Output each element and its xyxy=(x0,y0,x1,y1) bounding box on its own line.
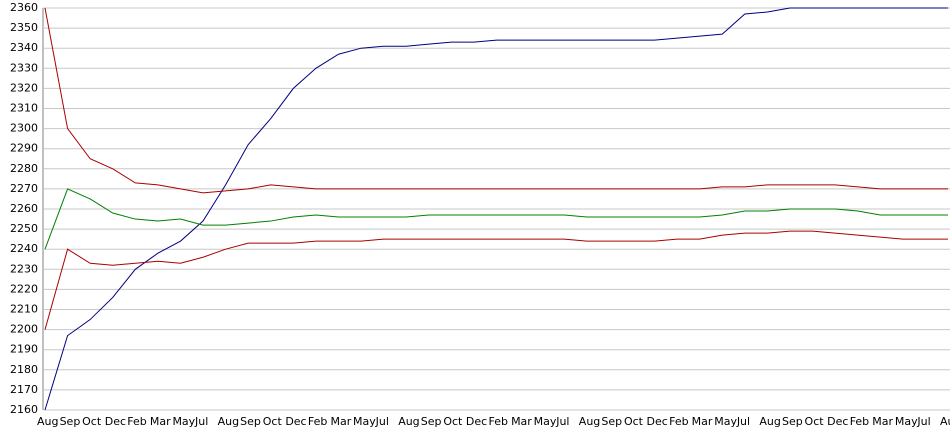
x-tick-label: Aug xyxy=(759,415,780,428)
series-line xyxy=(44,188,948,250)
x-tick-label: Sep xyxy=(601,415,622,428)
y-tick-label: 2300 xyxy=(10,122,38,135)
y-tick-label: 2310 xyxy=(10,102,38,115)
y-tick-label: 2250 xyxy=(10,222,38,235)
y-tick-label: 2280 xyxy=(10,162,38,175)
x-tick-label: Mar xyxy=(692,415,713,428)
x-tick-label: Oct xyxy=(805,415,825,428)
x-tick-label: May xyxy=(714,415,737,428)
x-tick-label: Jul xyxy=(194,415,208,428)
y-tick-label: 2180 xyxy=(10,363,38,376)
y-tick-label: 2350 xyxy=(10,21,38,34)
x-tick-label: Oct xyxy=(624,415,644,428)
x-tick-label: Sep xyxy=(240,415,261,428)
x-tick-label: Feb xyxy=(850,415,869,428)
x-tick-label: Feb xyxy=(308,415,327,428)
y-tick-label: 2220 xyxy=(10,282,38,295)
x-tick-label: Feb xyxy=(669,415,688,428)
x-tick-label: Feb xyxy=(489,415,508,428)
y-tick-label: 2260 xyxy=(10,202,38,215)
y-tick-label: 2360 xyxy=(10,1,38,14)
x-tick-label: Aug xyxy=(37,415,58,428)
y-tick-label: 2200 xyxy=(10,323,38,336)
x-tick-label: Sep xyxy=(782,415,803,428)
x-tick-label: Sep xyxy=(60,415,81,428)
x-tick-label: May xyxy=(895,415,918,428)
x-tick-label: Dec xyxy=(466,415,487,428)
y-tick-label: 2240 xyxy=(10,242,38,255)
y-tick-label: 2330 xyxy=(10,61,38,74)
x-tick-label: Mar xyxy=(872,415,893,428)
x-tick-label: May xyxy=(353,415,376,428)
x-tick-label: May xyxy=(172,415,195,428)
series-line xyxy=(44,7,948,411)
x-tick-label: Jul xyxy=(555,415,569,428)
x-tick-label: May xyxy=(534,415,557,428)
x-tick-label: Aug xyxy=(398,415,419,428)
x-tick-label: Mar xyxy=(511,415,532,428)
x-tick-label: Dec xyxy=(647,415,668,428)
series-line xyxy=(44,7,948,194)
x-tick-label: Jul xyxy=(736,415,750,428)
x-tick-label: Aug xyxy=(579,415,600,428)
y-tick-label: 2210 xyxy=(10,303,38,316)
x-tick-label: Dec xyxy=(285,415,306,428)
x-tick-label: Mar xyxy=(150,415,171,428)
y-tick-label: 2270 xyxy=(10,182,38,195)
series-line xyxy=(44,230,948,330)
x-tick-label: Aug xyxy=(940,415,950,428)
y-tick-label: 2290 xyxy=(10,142,38,155)
x-tick-label: Mar xyxy=(330,415,351,428)
x-tick-label: Sep xyxy=(421,415,442,428)
x-tick-label: Oct xyxy=(82,415,102,428)
x-tick-label: Oct xyxy=(263,415,283,428)
x-tick-label: Jul xyxy=(375,415,389,428)
y-tick-label: 2160 xyxy=(10,403,38,416)
x-tick-label: Oct xyxy=(443,415,463,428)
x-tick-label: Dec xyxy=(827,415,848,428)
y-tick-label: 2340 xyxy=(10,41,38,54)
y-tick-label: 2190 xyxy=(10,343,38,356)
x-tick-label: Feb xyxy=(127,415,146,428)
x-tick-label: Aug xyxy=(218,415,239,428)
y-tick-label: 2170 xyxy=(10,383,38,396)
x-tick-label: Jul xyxy=(916,415,930,428)
y-tick-label: 2320 xyxy=(10,81,38,94)
x-tick-label: Dec xyxy=(105,415,126,428)
y-tick-label: 2230 xyxy=(10,262,38,275)
